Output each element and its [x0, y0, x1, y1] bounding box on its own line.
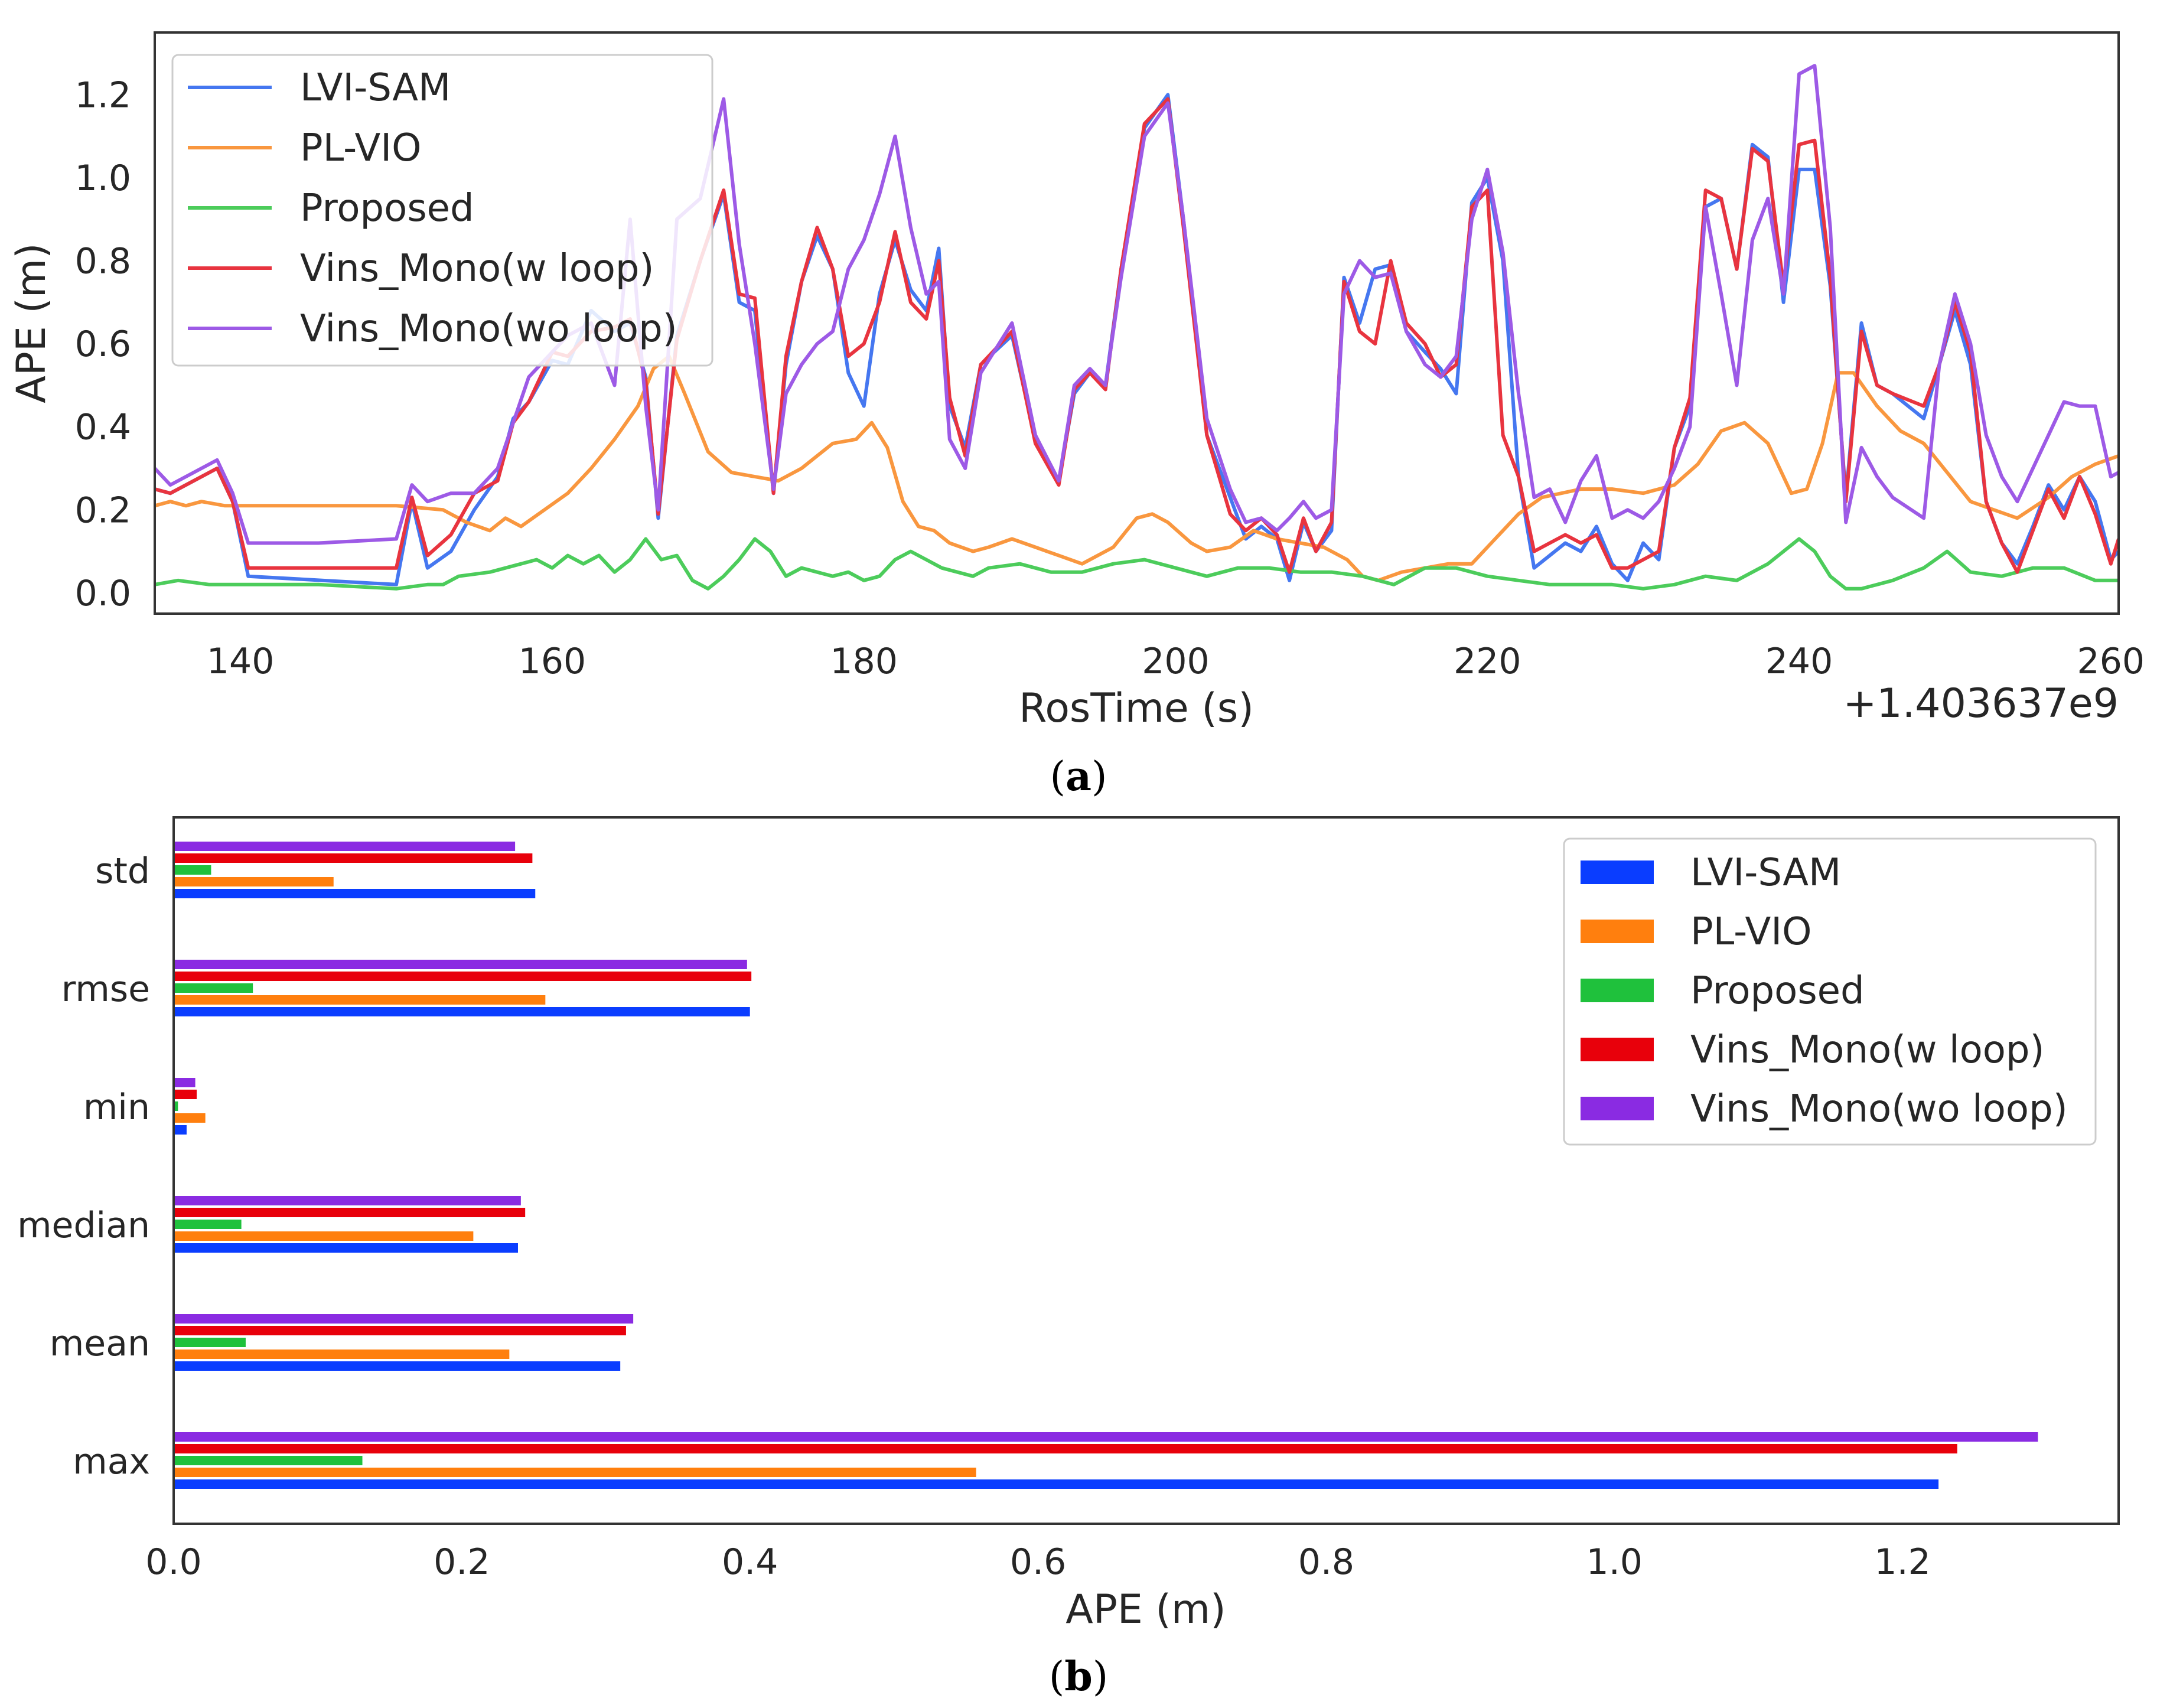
legend-label-pl-vio: PL-VIO: [1690, 910, 1812, 954]
x-tick-label: 160: [519, 641, 587, 682]
bar-min-pl-vio: [174, 1113, 206, 1123]
category-labels-b: std rmse min median mean max: [17, 850, 150, 1482]
legend-label-vins-mono-wo-loop: Vins_Mono(wo loop): [300, 307, 677, 351]
category-label-mean: mean: [50, 1323, 150, 1364]
bar-min-vins-mono-w-loop: [174, 1090, 197, 1099]
x-tick-label: 240: [1765, 641, 1833, 682]
x-tick-label: 220: [1454, 641, 1521, 682]
bar-group: [174, 842, 2038, 1489]
legend-label-proposed: Proposed: [300, 187, 474, 230]
y-axis-label-a: APE (m): [8, 243, 55, 403]
bar-max-vins-mono-w-loop: [174, 1444, 1957, 1453]
panel-a-line-chart: 140 160 180 200 220 240 260 0.0 0.2 0.4 0.6 0.8 1.0…: [8, 31, 2145, 732]
bar-median-vins-mono-w-loop: [174, 1208, 526, 1217]
y-tick-label: 0.6: [75, 324, 131, 365]
category-label-median: median: [17, 1205, 150, 1246]
x-tick-label: 200: [1142, 641, 1210, 682]
legend-label-proposed: Proposed: [1690, 969, 1865, 1013]
x-tick-label: 1.2: [1874, 1541, 1930, 1583]
legend-label-vins-mono-wo-loop: Vins_Mono(wo loop): [1690, 1087, 2068, 1131]
caption-b-letter: b: [1064, 1653, 1093, 1700]
bar-rmse-pl-vio: [174, 995, 546, 1005]
bar-rmse-proposed: [174, 983, 253, 993]
x-tick-label: 0.0: [145, 1541, 201, 1583]
bar-median-lvi-sam: [174, 1243, 518, 1253]
y-tick-label: 0.8: [75, 241, 131, 282]
x-tick-labels-a: 140 160 180 200 220 240 260: [207, 641, 2145, 682]
legend-label-lvi-sam: LVI-SAM: [1690, 851, 1841, 895]
category-label-min: min: [83, 1087, 150, 1128]
x-tick-label: 0.2: [434, 1541, 490, 1583]
bar-std-proposed: [174, 865, 211, 875]
panel-b-bar-chart: 0.0 0.2 0.4 0.6 0.8 1.0 1.2 std rmse min median me…: [17, 816, 2120, 1633]
series-line-vins-mono-w-loop: [155, 97, 2119, 574]
x-tick-label: 140: [207, 641, 275, 682]
bar-median-pl-vio: [174, 1231, 474, 1241]
category-label-rmse: rmse: [61, 969, 150, 1010]
x-tick-label: 0.8: [1298, 1541, 1354, 1583]
caption-a-letter: a: [1066, 753, 1091, 800]
bar-median-proposed: [174, 1220, 242, 1229]
category-label-max: max: [73, 1441, 150, 1482]
bar-min-vins-mono-wo-loop: [174, 1078, 196, 1087]
legend-swatch-lvi-sam: [1581, 860, 1654, 884]
y-tick-label: 0.0: [75, 573, 131, 614]
x-tick-label: 1.0: [1586, 1541, 1643, 1583]
category-label-std: std: [95, 850, 150, 892]
y-tick-label: 1.2: [75, 74, 131, 116]
bar-std-vins-mono-wo-loop: [174, 842, 516, 851]
y-tick-labels-a: 0.0 0.2 0.4 0.6 0.8 1.0 1.2: [75, 74, 131, 614]
legend-swatch-pl-vio: [1581, 920, 1654, 943]
bar-rmse-vins-mono-w-loop: [174, 972, 752, 981]
bar-std-pl-vio: [174, 877, 334, 886]
bar-min-lvi-sam: [174, 1125, 187, 1135]
bar-mean-vins-mono-wo-loop: [174, 1314, 634, 1324]
legend-b: LVI-SAM PL-VIO Proposed Vins_Mono(w loop) Vi…: [1563, 837, 2097, 1146]
x-offset-label: +1.403637e9: [1843, 680, 2119, 727]
line-series-group: [155, 64, 2119, 591]
bar-std-vins-mono-w-loop: [174, 853, 533, 863]
x-axis-label-a: RosTime (s): [1019, 685, 1254, 732]
bar-rmse-lvi-sam: [174, 1007, 750, 1016]
bar-median-vins-mono-wo-loop: [174, 1196, 521, 1205]
bar-min-proposed: [174, 1101, 178, 1111]
bar-max-vins-mono-wo-loop: [174, 1432, 2038, 1442]
x-tick-labels-b: 0.0 0.2 0.4 0.6 0.8 1.0 1.2: [145, 1541, 1931, 1583]
legend-label-pl-vio: PL-VIO: [300, 126, 422, 170]
bar-std-lvi-sam: [174, 889, 536, 898]
bar-mean-proposed: [174, 1338, 246, 1347]
bar-mean-pl-vio: [174, 1350, 510, 1359]
bar-max-proposed: [174, 1456, 363, 1465]
y-tick-label: 1.0: [75, 158, 131, 199]
bar-max-lvi-sam: [174, 1479, 1939, 1489]
legend-swatch-vins-mono-wo-loop: [1581, 1097, 1654, 1120]
plot-frame-a: [154, 31, 2120, 615]
x-tick-label: 180: [830, 641, 898, 682]
bar-mean-vins-mono-w-loop: [174, 1326, 626, 1335]
bar-mean-lvi-sam: [174, 1361, 621, 1371]
caption-a: (a): [1050, 753, 1107, 800]
x-tick-label: 0.6: [1010, 1541, 1066, 1583]
legend-a: LVI-SAM PL-VIO Proposed Vins_Mono(w loop) Vi…: [171, 54, 713, 367]
legend-label-vins-mono-w-loop: Vins_Mono(w loop): [300, 247, 654, 291]
plot-frame-b: [172, 816, 2120, 1525]
legend-label-lvi-sam: LVI-SAM: [300, 66, 451, 110]
x-tick-label: 0.4: [722, 1541, 778, 1583]
series-line-proposed: [155, 537, 2119, 591]
y-tick-label: 0.4: [75, 407, 131, 448]
legend-swatch-proposed: [1581, 979, 1654, 1002]
caption-b: (b): [1049, 1653, 1109, 1700]
legend-box-b: [1563, 837, 2097, 1146]
legend-swatch-vins-mono-w-loop: [1581, 1038, 1654, 1061]
bar-max-pl-vio: [174, 1468, 976, 1477]
legend-label-vins-mono-w-loop: Vins_Mono(w loop): [1690, 1028, 2045, 1072]
series-line-pl-vio: [155, 354, 2119, 582]
bar-rmse-vins-mono-wo-loop: [174, 960, 747, 969]
x-axis-label-b: APE (m): [1066, 1586, 1226, 1633]
x-tick-label: 260: [2077, 641, 2145, 682]
legend-box-a: [171, 54, 713, 367]
y-tick-label: 0.2: [75, 490, 131, 531]
